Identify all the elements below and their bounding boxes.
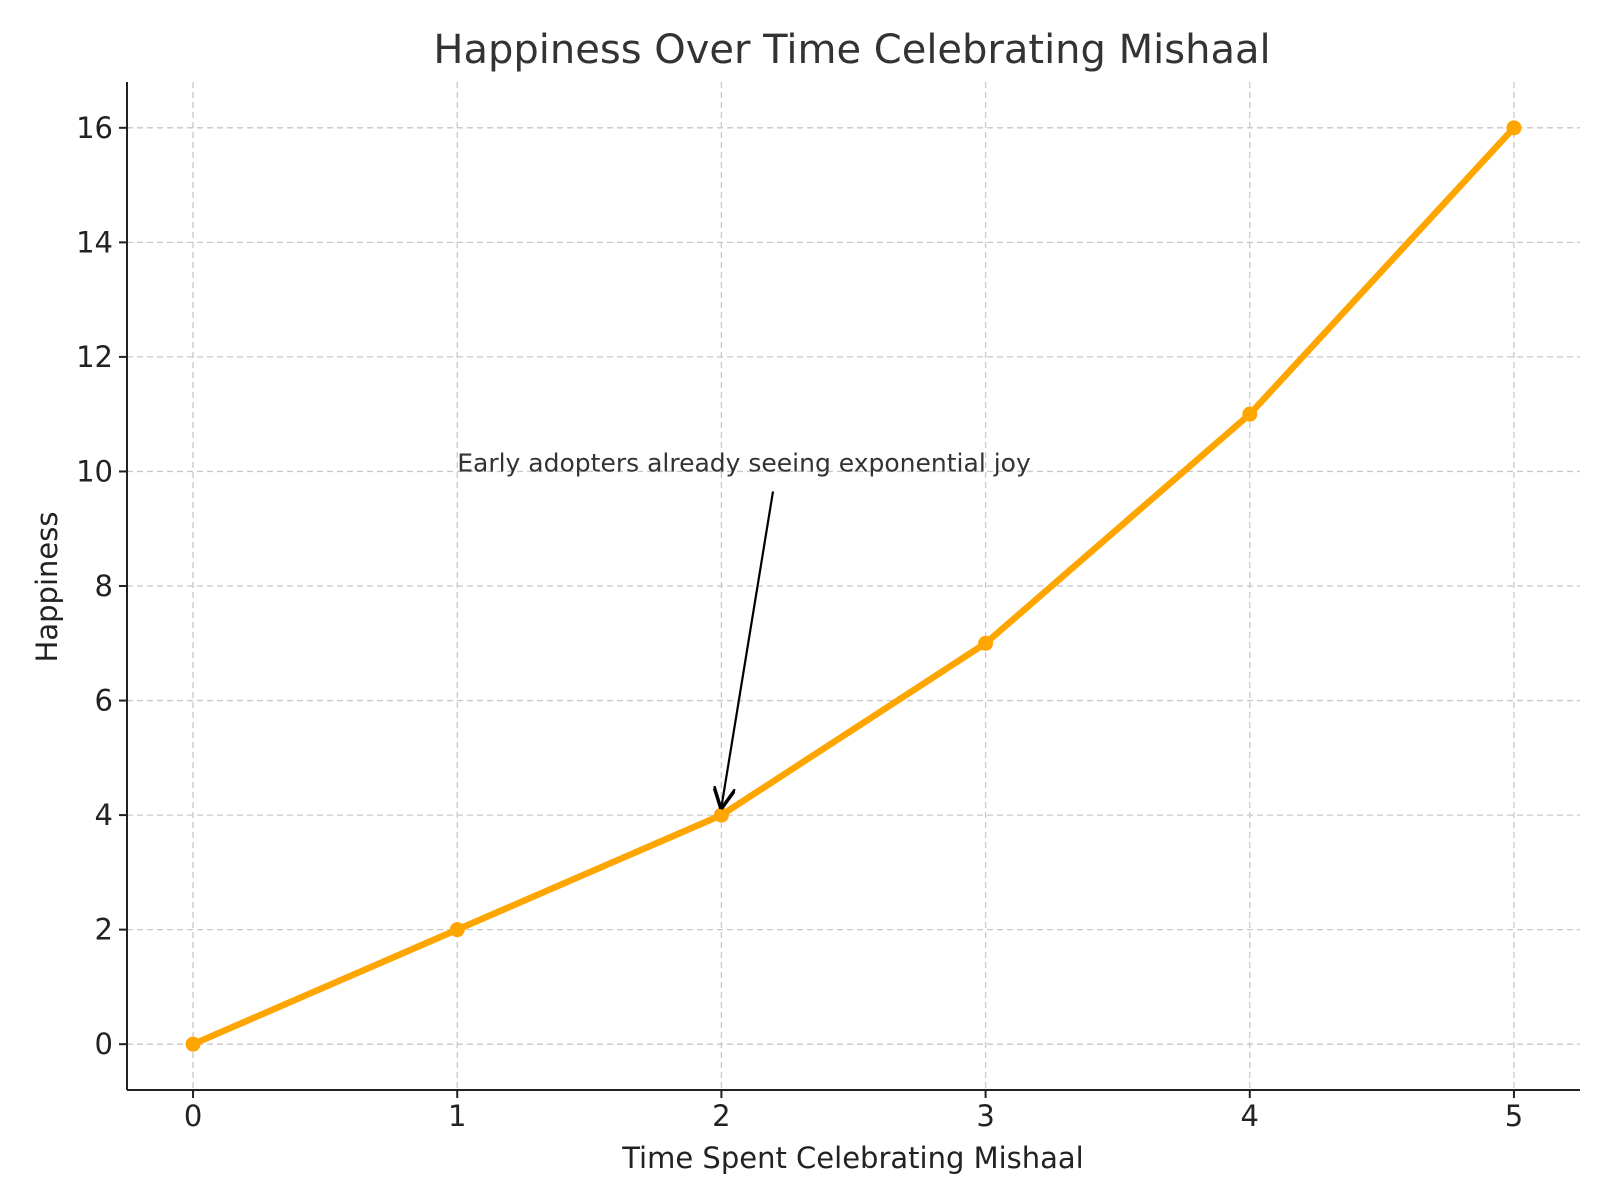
data-point [185, 1036, 201, 1052]
y-ticks: 0 2 4 6 8 10 12 14 16 [76, 111, 127, 1061]
y-tick-label: 4 [95, 798, 113, 832]
series-line [189, 124, 1518, 1048]
data-point [978, 635, 994, 651]
y-tick-label: 16 [76, 111, 113, 145]
chart-title: Happiness Over Time Celebrating Mishaal [433, 27, 1270, 73]
y-tick-label: 12 [76, 340, 113, 374]
annotation-arrow [721, 491, 775, 807]
x-axis-label: Time Spent Celebrating Mishaal [621, 1141, 1084, 1175]
data-point [1506, 120, 1522, 136]
y-tick-label: 2 [95, 913, 113, 947]
x-tick-label: 1 [448, 1099, 466, 1133]
annotation-layer: Early adopters already seeing exponentia… [457, 448, 1031, 807]
x-tick-label: 2 [712, 1099, 730, 1133]
grid [127, 82, 1580, 1090]
y-tick-label: 0 [95, 1027, 113, 1061]
x-tick-label: 5 [1505, 1099, 1523, 1133]
y-tick-label: 8 [95, 569, 113, 603]
series-layer [185, 120, 1522, 1052]
y-tick-label: 6 [95, 684, 113, 718]
annotation-text: Early adopters already seeing exponentia… [457, 448, 1031, 477]
y-axis-label: Happiness [30, 512, 64, 663]
x-tick-label: 3 [976, 1099, 994, 1133]
x-tick-label: 0 [184, 1099, 202, 1133]
x-tick-label: 4 [1241, 1099, 1259, 1133]
y-tick-label: 10 [76, 454, 113, 488]
y-tick-label: 14 [76, 225, 113, 259]
data-point [449, 922, 465, 938]
data-point [713, 807, 729, 823]
x-ticks: 0 1 2 3 4 5 [184, 1090, 1523, 1133]
data-point [1242, 406, 1258, 422]
